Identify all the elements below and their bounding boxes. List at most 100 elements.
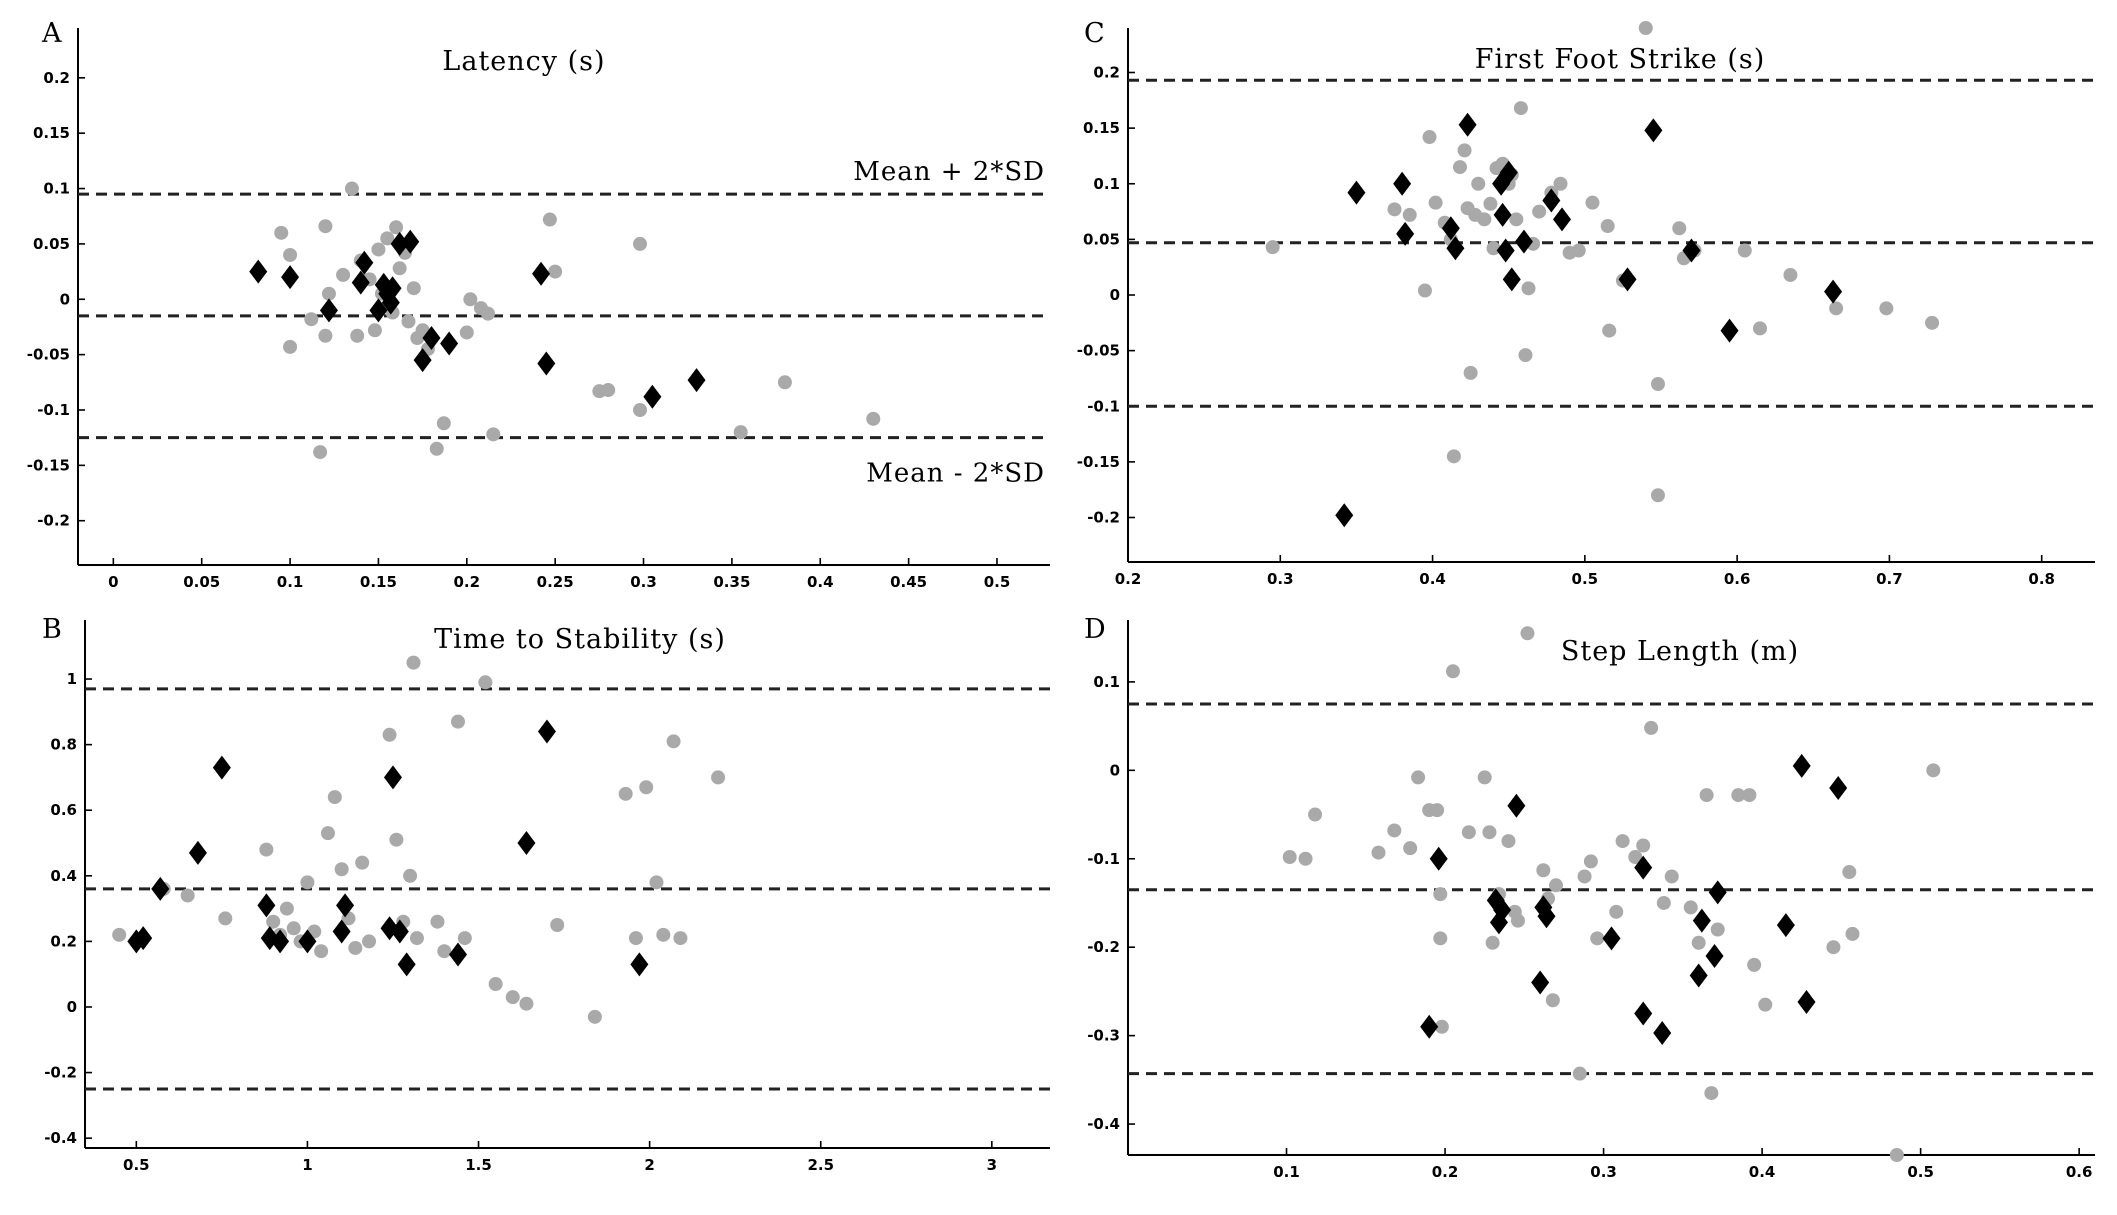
panel-c-series-diamond	[1335, 112, 1843, 528]
panel-b-circle-point	[673, 931, 688, 946]
panel-b-y-tick-label: 0.8	[50, 736, 77, 754]
panel-a-y-tick-label: -0.1	[37, 401, 70, 419]
panel-d-circle-point	[1308, 807, 1323, 822]
panel-b-y-tick-label: 1	[67, 670, 77, 688]
panel-c-circle-point	[1477, 212, 1492, 227]
panel-c-y-tick-label: 0.1	[1093, 175, 1120, 193]
panel-c-diamond-point	[1502, 267, 1521, 292]
panel-a-x-tick-label: 0	[108, 573, 118, 591]
panel-d-diamond-point	[1602, 926, 1621, 951]
panel-a-diamond-point	[355, 250, 374, 275]
panel-c-diamond-point	[1493, 202, 1512, 227]
panel-d-circle-point	[1699, 788, 1714, 803]
panel-a-circle-point	[318, 328, 333, 343]
panel-a-diamond-point	[383, 276, 402, 301]
panel-c-diamond-point	[1720, 318, 1739, 343]
panel-b-diamond-point	[383, 765, 402, 790]
panel-a-circle-point	[436, 416, 451, 431]
panel-d-diamond-point	[1689, 963, 1708, 988]
panel-a-diamond-point	[422, 326, 441, 351]
panel-d-circle-point	[1545, 993, 1560, 1008]
panel-d-circle-point	[1433, 887, 1448, 902]
panel-b-circle-point	[259, 842, 274, 857]
panel-b-diamond-point	[336, 893, 355, 918]
panel-a-y-tick-label: -0.05	[27, 346, 70, 364]
panel-b-y-tick-label: -0.2	[44, 1064, 77, 1082]
panel-c-circle-point	[1452, 160, 1467, 175]
panel-c-y-tick-label: -0.2	[1087, 509, 1120, 527]
panel-a-circle-point	[777, 375, 792, 390]
panel-c-x-tick-label: 0.2	[1115, 570, 1142, 588]
panel-b-x-tick-label: 1.5	[465, 1156, 492, 1174]
panel-d-letter: D	[1084, 614, 1106, 645]
panel-c-x-tick-label: 0.3	[1267, 570, 1294, 588]
panel-d-circle-point	[1926, 763, 1941, 778]
panel-a-circle-point	[367, 323, 382, 338]
panel-b-x-tick-label: 1	[302, 1156, 312, 1174]
panel-d-x-tick-label: 0.1	[1273, 1163, 1300, 1181]
panel-d-diamond-point	[1792, 753, 1811, 778]
panel-c-y-tick-label: -0.1	[1087, 397, 1120, 415]
panel-d-circle-point	[1298, 851, 1313, 866]
panel-a-diamond-point	[319, 298, 338, 323]
panel-c-circle-point	[1553, 176, 1568, 191]
panel-b-circle-point	[437, 944, 452, 959]
panel-c-circle-point	[1602, 323, 1617, 338]
panel-b-circle-point	[587, 1009, 602, 1024]
panel-c-circle-point	[1486, 241, 1501, 256]
panel-c-circle-point	[1672, 221, 1687, 236]
panel-c-x-tick-label: 0.6	[1724, 570, 1751, 588]
panel-d-circle-point	[1403, 841, 1418, 856]
panel-a-x-tick-label: 0.15	[360, 573, 397, 591]
panel-d-circle-point	[1845, 926, 1860, 941]
panel-a-y-tick-label: 0.15	[33, 124, 70, 142]
panel-d-circle-point	[1434, 1019, 1449, 1034]
panel-c-y-tick-label: 0.2	[1093, 64, 1120, 82]
panel-c-circle-point	[1650, 377, 1665, 391]
panel-c-y-tick-label: -0.05	[1077, 342, 1120, 360]
panel-c-diamond-point	[1396, 221, 1415, 246]
panel-b-title: Time to Stability (s)	[434, 624, 726, 655]
panel-d-circle-point	[1433, 931, 1448, 946]
panel-d-circle-point	[1691, 935, 1706, 950]
panel-b-circle-point	[403, 868, 418, 883]
panel-a-diamond-point	[687, 368, 706, 393]
panel-d-circle-point	[1482, 825, 1497, 840]
panel-d-circle-point	[1430, 803, 1445, 818]
panel-a-circle-point	[542, 212, 557, 227]
panel-c-circle-point	[1471, 176, 1486, 191]
panel-a-diamond-point	[401, 229, 420, 254]
panel-b-diamond-point	[257, 893, 276, 918]
panel-a-circle-point	[401, 314, 416, 329]
panel-d-circle-point	[1758, 997, 1773, 1012]
panel-a-circle-point	[380, 231, 395, 246]
panel-d-diamond-point	[1705, 944, 1724, 969]
panel-a-x-tick-label: 0.45	[890, 573, 927, 591]
panel-b-circle-point	[355, 855, 370, 870]
panel-a-circle-point	[601, 383, 616, 398]
panel-a-diamond-point	[281, 265, 300, 290]
panel-c-diamond-point	[1499, 160, 1518, 185]
panel-d-y-tick-label: 0	[1110, 761, 1120, 779]
panel-b-circle-point	[382, 727, 397, 742]
panel-d-y-tick-label: -0.1	[1087, 850, 1120, 868]
panel-d-circle-point	[1842, 865, 1857, 880]
panel-c-diamond-point	[1542, 188, 1561, 213]
panel-b-circle-point	[286, 921, 301, 936]
panel-c-letter: C	[1084, 18, 1105, 49]
panel-c-series-circle	[1265, 21, 1940, 503]
panel-b-y-tick-label: 0.4	[50, 867, 77, 885]
panel-b-circle-point	[279, 901, 294, 916]
panel-d-diamond-point	[1429, 846, 1448, 871]
panel-c-diamond-point	[1824, 279, 1843, 304]
panel-c-y-tick-label: -0.15	[1077, 453, 1120, 471]
panel-a-y-tick-label: -0.15	[27, 456, 70, 474]
panel-a-circle-point	[429, 441, 444, 456]
panel-b-y-tick-label: 0.6	[50, 801, 77, 819]
panel-a-circle-point	[486, 427, 501, 442]
panel-d-diamond-point	[1776, 913, 1795, 938]
panel-b-diamond-point	[332, 919, 351, 944]
panel-c-diamond-point	[1618, 267, 1637, 292]
panel-a-circle-point	[389, 220, 404, 235]
